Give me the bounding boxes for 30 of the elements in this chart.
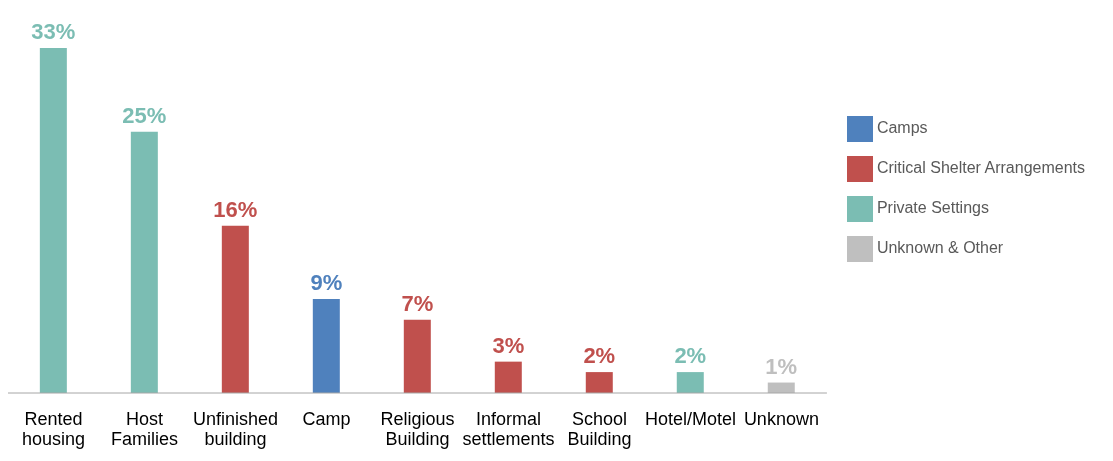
legend-label: Unknown & Other [876, 239, 1004, 256]
bar [676, 372, 704, 393]
x-tick-label: Unknown [743, 409, 819, 430]
data-label: 2% [583, 343, 616, 369]
x-tick-label: Religious Building [380, 409, 455, 449]
bar [221, 225, 249, 393]
data-label: 3% [492, 332, 525, 358]
x-tick-label: Informal settlements [462, 409, 555, 449]
x-tick-label: Unfinished building [192, 409, 279, 449]
x-tick-label: Hotel/Motel [644, 409, 736, 430]
data-label: 9% [310, 269, 343, 295]
x-tick-label: Rented housing [21, 409, 86, 449]
data-label: 7% [401, 290, 434, 316]
x-tick-label: Camp [302, 409, 351, 430]
data-label: 33% [31, 19, 76, 44]
legend-label: Critical Shelter Arrangements [876, 159, 1085, 176]
data-label: 16% [213, 196, 258, 222]
legend-label: Private Settings [876, 199, 989, 216]
data-label: 1% [765, 353, 798, 379]
bar [39, 48, 67, 393]
bar [585, 372, 613, 393]
bar [494, 361, 522, 393]
data-label: 25% [122, 102, 167, 128]
legend-label: Camps [876, 119, 928, 136]
x-tick-label: School Building [567, 409, 632, 449]
bar [403, 319, 431, 393]
x-tick-label: Host Families [110, 409, 178, 449]
bar [130, 131, 158, 393]
data-label: 2% [674, 343, 707, 369]
bar [312, 298, 340, 393]
